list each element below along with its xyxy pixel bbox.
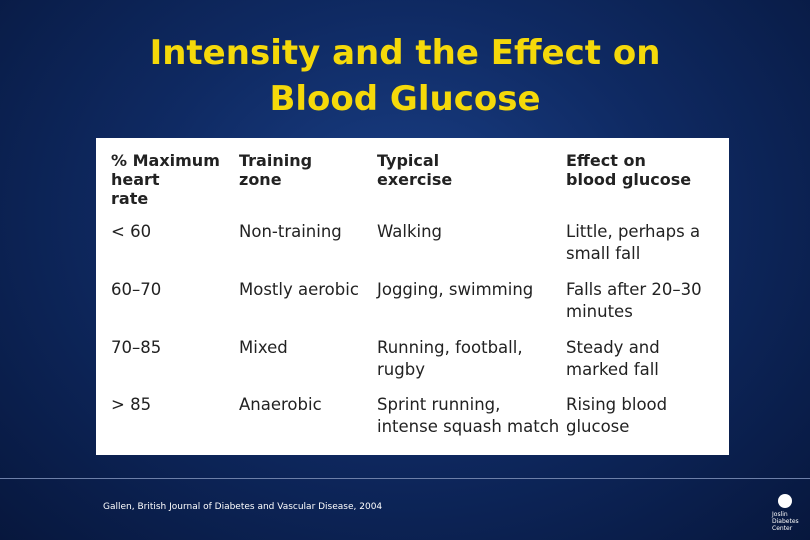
cell-line: small fall bbox=[566, 244, 641, 263]
cell-line: < 60 bbox=[111, 222, 152, 241]
cell-line: Typical bbox=[377, 151, 440, 170]
cell-line: > 85 bbox=[111, 395, 152, 414]
logo-text: Diabetes bbox=[772, 518, 799, 525]
cell-line: minutes bbox=[566, 302, 633, 321]
cell-line: Jogging, swimming bbox=[377, 280, 534, 299]
cell: 60–70 bbox=[111, 279, 161, 301]
logo-text: Center bbox=[772, 525, 793, 532]
cell-line: Running, football, bbox=[377, 338, 523, 357]
cell-line: Little, perhaps a bbox=[566, 222, 701, 241]
cell: Walking bbox=[377, 221, 442, 243]
table: % Maximum heart rate Training zone Typical exe… bbox=[96, 138, 729, 455]
cell: 70–85 bbox=[111, 337, 161, 359]
cell-line: 60–70 bbox=[111, 280, 162, 299]
cell-line: blood glucose bbox=[566, 170, 692, 189]
cell-line: intense squash match bbox=[377, 417, 560, 436]
cell-line: exercise bbox=[377, 170, 453, 189]
title-line: Intensity and the Effect on bbox=[149, 33, 661, 73]
cell: Anaerobic bbox=[239, 394, 322, 416]
logo: Joslin Diabetes Center bbox=[772, 494, 806, 532]
cell-line: glucose bbox=[566, 417, 630, 436]
cell-line: Falls after 20–30 bbox=[566, 280, 702, 299]
cell-line: Mostly aerobic bbox=[239, 280, 359, 299]
cell: Jogging, swimming bbox=[377, 279, 533, 301]
cell: Rising blood glucose bbox=[566, 394, 667, 438]
citation: Gallen, British Journal of Diabetes and … bbox=[103, 502, 383, 512]
cell-line: % Maximum bbox=[111, 151, 220, 170]
cell-line: marked fall bbox=[566, 360, 659, 379]
divider bbox=[0, 478, 810, 479]
cell-line: 70–85 bbox=[111, 338, 162, 357]
logo-text: Joslin bbox=[772, 511, 788, 518]
title: Intensity and the Effect on Blood Glucose bbox=[0, 30, 810, 122]
cell-line: Effect on bbox=[566, 151, 646, 170]
title-line: Blood Glucose bbox=[269, 79, 541, 119]
header-cell: % Maximum heart rate bbox=[111, 151, 220, 208]
cell-line: rugby bbox=[377, 360, 425, 379]
cell: Running, football, rugby bbox=[377, 337, 523, 381]
cell-line: heart bbox=[111, 170, 160, 189]
cell-line: Anaerobic bbox=[239, 395, 322, 414]
header-cell: Typical exercise bbox=[377, 151, 452, 189]
logo-mark bbox=[778, 494, 792, 508]
cell: Steady and marked fall bbox=[566, 337, 660, 381]
header-cell: Effect on blood glucose bbox=[566, 151, 691, 189]
cell: Mostly aerobic bbox=[239, 279, 359, 301]
cell-line: Walking bbox=[377, 222, 443, 241]
cell: < 60 bbox=[111, 221, 151, 243]
cell-line: rate bbox=[111, 189, 149, 208]
cell-line: Sprint running, bbox=[377, 395, 501, 414]
cell-line: Rising blood bbox=[566, 395, 668, 414]
cell-line: Mixed bbox=[239, 338, 288, 357]
cell: Non-training bbox=[239, 221, 342, 243]
cell-line: zone bbox=[239, 170, 282, 189]
cell: Mixed bbox=[239, 337, 288, 359]
cell: > 85 bbox=[111, 394, 151, 416]
cell-line: Steady and bbox=[566, 338, 660, 357]
cell: Falls after 20–30 minutes bbox=[566, 279, 702, 323]
cell: Sprint running, intense squash match bbox=[377, 394, 559, 438]
cell-line: Non-training bbox=[239, 222, 342, 241]
cell-line: Training bbox=[239, 151, 313, 170]
cell: Little, perhaps a small fall bbox=[566, 221, 700, 265]
header-cell: Training zone bbox=[239, 151, 312, 189]
